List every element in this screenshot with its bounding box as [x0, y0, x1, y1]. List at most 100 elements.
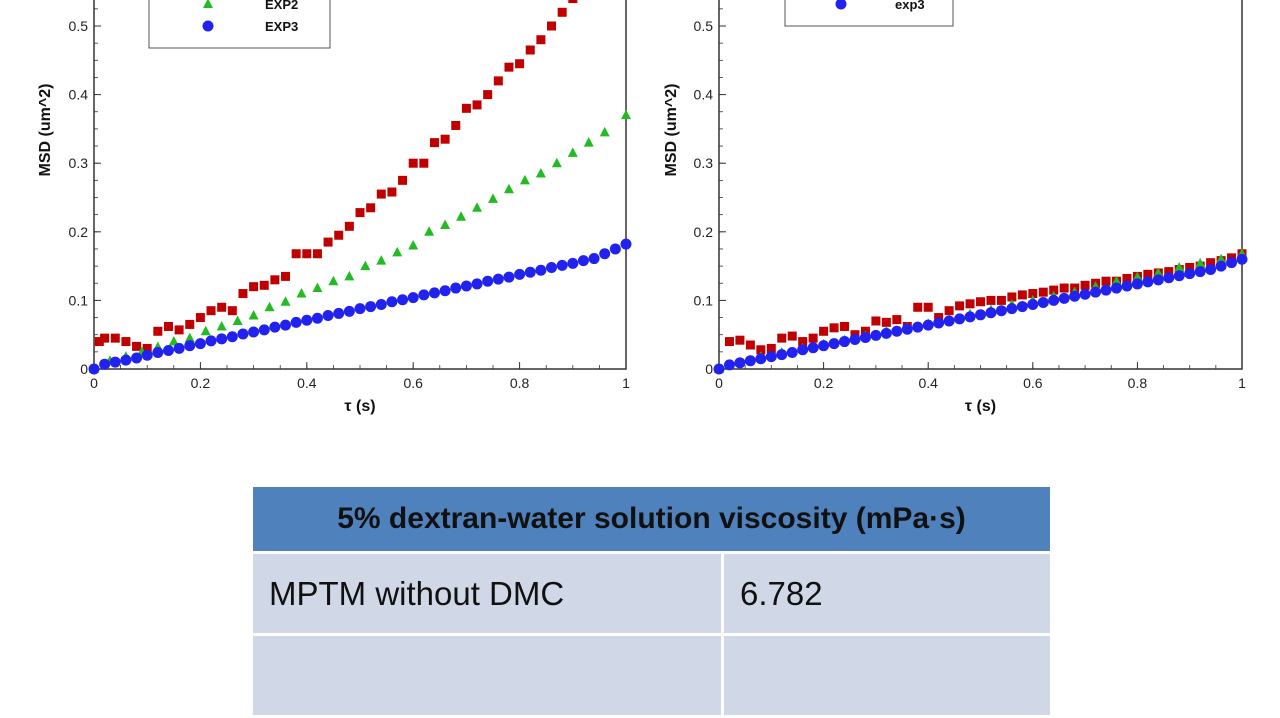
data-point — [556, 259, 568, 271]
data-point — [296, 288, 307, 298]
data-point — [964, 311, 976, 323]
data-point — [322, 309, 334, 321]
y-tick-label: 0 — [80, 361, 88, 377]
data-point — [1058, 292, 1070, 304]
data-point — [360, 260, 371, 271]
data-point — [264, 301, 275, 312]
data-point — [418, 289, 430, 301]
data-point — [995, 305, 1007, 317]
data-point — [503, 183, 514, 194]
data-point — [955, 301, 965, 311]
data-point — [551, 157, 562, 168]
y-tick-label: 0.4 — [694, 87, 714, 103]
data-point — [375, 299, 387, 311]
table-cell-empty — [253, 636, 724, 718]
data-point — [524, 266, 536, 278]
data-point — [828, 338, 840, 350]
table-cell-value: 6.782 — [724, 554, 1050, 636]
data-point — [985, 307, 997, 319]
data-point — [745, 340, 755, 350]
data-point — [849, 334, 861, 346]
data-point — [88, 363, 100, 375]
y-tick-label: 0.5 — [69, 18, 89, 34]
data-point — [376, 255, 387, 265]
data-point — [173, 342, 185, 354]
data-point — [1236, 253, 1248, 265]
data-point — [996, 295, 1006, 305]
legend-label: EXP2 — [265, 0, 298, 12]
data-point — [840, 321, 850, 331]
data-point — [1132, 271, 1143, 282]
data-point — [344, 221, 354, 231]
data-point — [472, 202, 483, 212]
data-point — [258, 324, 270, 336]
x-tick-label: 0.8 — [1128, 375, 1148, 391]
data-point — [153, 326, 163, 336]
data-point — [291, 249, 301, 259]
data-point — [1226, 257, 1238, 269]
table-cell-empty — [724, 636, 1050, 718]
data-point — [366, 203, 376, 213]
data-point — [280, 296, 291, 306]
legend-box — [148, 0, 331, 49]
data-point — [1173, 270, 1185, 282]
data-point — [216, 320, 227, 331]
data-point — [141, 349, 153, 361]
data-point — [205, 335, 217, 347]
data-point — [944, 306, 954, 316]
data-point — [734, 357, 746, 369]
data-point — [1027, 299, 1039, 311]
data-point — [355, 208, 365, 218]
data-point — [1038, 287, 1048, 297]
data-point — [1017, 290, 1027, 300]
data-point — [162, 344, 174, 356]
data-point — [503, 271, 515, 283]
data-point — [525, 45, 535, 55]
data-point — [818, 340, 830, 352]
data-point — [1152, 274, 1164, 286]
data-point — [588, 253, 600, 265]
x-tick-label: 0.4 — [918, 375, 938, 391]
x-tick-label: 0.6 — [403, 375, 423, 391]
data-point — [609, 243, 621, 255]
data-point — [713, 363, 725, 375]
data-point — [248, 326, 260, 338]
table-row: MPTM without DMC 6.782 — [253, 554, 1050, 636]
data-point — [312, 282, 323, 293]
data-point — [428, 287, 440, 299]
data-point — [755, 353, 767, 365]
data-point — [515, 59, 525, 69]
x-tick-label: 0 — [715, 375, 723, 391]
series-exp2 — [89, 109, 631, 373]
legend-marker — [202, 20, 214, 32]
data-point — [839, 336, 851, 348]
data-point — [1143, 269, 1153, 279]
data-point — [333, 307, 345, 319]
data-point — [1174, 261, 1185, 272]
data-point — [131, 352, 143, 364]
data-point — [976, 297, 985, 307]
data-point — [142, 343, 152, 353]
data-point — [557, 7, 567, 17]
legend-marker — [203, 0, 213, 8]
legend: EXP1EXP2EXP3 — [148, 0, 331, 49]
data-point — [392, 246, 403, 257]
data-point — [765, 351, 777, 363]
msd-chart-left: 0 0.2 0.4 0.6 0.8 1 0 0.1 0.2 0.3 0.4 0.5 τ (s) MSD (… — [37, 0, 632, 415]
data-point — [583, 137, 594, 147]
y-tick-label: 0 — [705, 361, 713, 377]
data-point — [1195, 257, 1206, 268]
data-point — [354, 303, 366, 315]
data-point — [1048, 294, 1060, 306]
data-point — [439, 285, 451, 297]
data-point — [519, 174, 530, 185]
data-point — [933, 317, 945, 329]
data-point — [99, 358, 111, 370]
data-point — [100, 333, 110, 343]
data-point — [132, 341, 142, 351]
data-point — [323, 237, 333, 247]
data-point — [901, 323, 913, 335]
data-point — [328, 275, 339, 286]
data-point — [110, 333, 120, 343]
data-point — [238, 289, 248, 299]
